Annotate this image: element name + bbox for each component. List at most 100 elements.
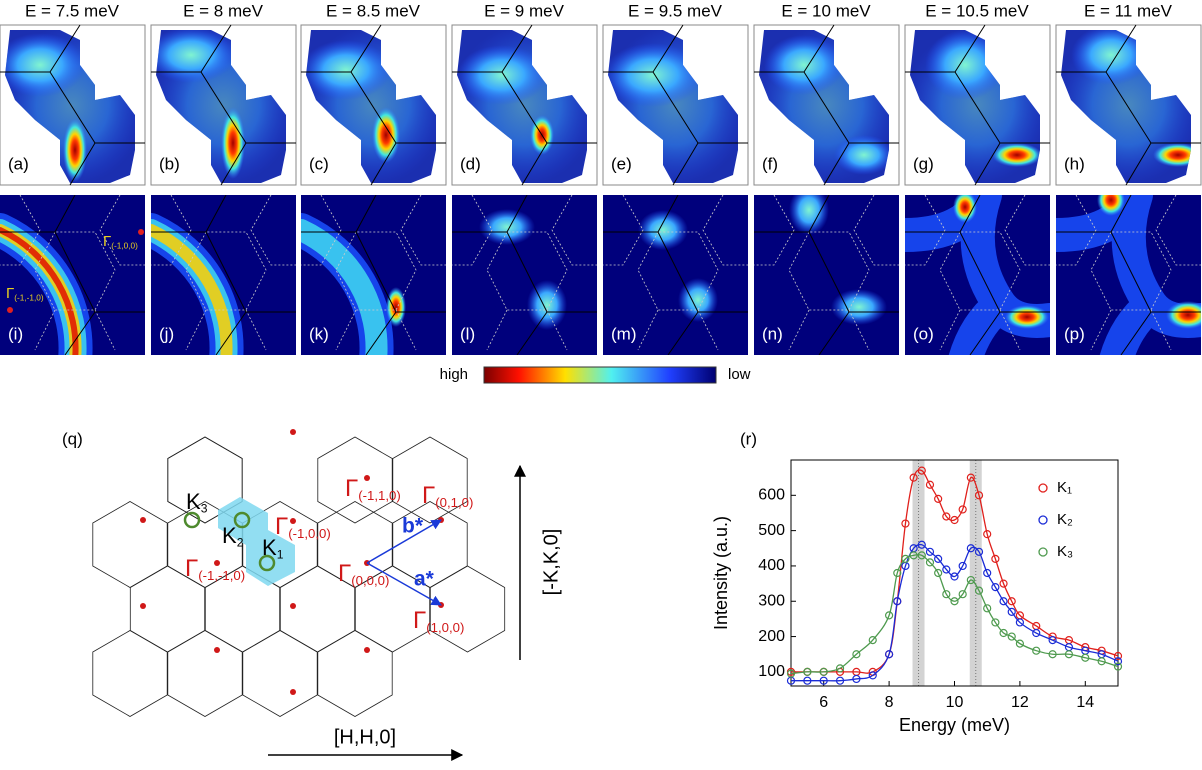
legend-marker <box>1038 547 1048 557</box>
gamma-dot <box>7 307 13 313</box>
zone-line <box>754 24 899 186</box>
gamma-label-index: (0,1,0) <box>435 496 473 511</box>
data-point <box>999 628 1008 638</box>
data-point <box>1048 650 1057 659</box>
panel-label: (r) <box>740 429 757 448</box>
data-point <box>925 480 935 489</box>
zone-line <box>151 195 296 355</box>
hotspot <box>372 107 400 163</box>
y-tick-label: 600 <box>758 487 785 504</box>
data-point <box>884 611 894 620</box>
bottom-panel: (p) <box>1056 195 1201 355</box>
gamma-label: Γ(-1,-1,0) <box>185 555 245 583</box>
data-point <box>852 674 861 684</box>
k-label-symbol: K <box>186 489 201 514</box>
energy-title: E = 11 meV <box>1084 1 1173 20</box>
data-point <box>786 669 796 678</box>
vector <box>366 562 442 606</box>
zone-line <box>452 24 597 186</box>
x-axis-label: Energy (meV) <box>899 715 1010 735</box>
colorbar-low: low <box>728 366 751 383</box>
energy-title: E = 10.5 meV <box>925 1 1029 20</box>
y-tick-label: 400 <box>758 557 785 574</box>
zone-hexagon <box>317 630 393 717</box>
data-point <box>1113 651 1123 661</box>
heatmap <box>905 195 1050 355</box>
dashed-zone <box>603 195 748 351</box>
data-point <box>966 544 975 553</box>
k-label: K1 <box>262 535 284 562</box>
data-point <box>1113 662 1123 671</box>
data-point <box>917 466 926 475</box>
top-panel: (b) <box>150 24 297 186</box>
lattice-point <box>214 560 220 566</box>
panel-label: (g) <box>913 154 934 173</box>
x-tick-label: 6 <box>819 694 828 711</box>
zone-hexagon <box>317 501 393 588</box>
data-point <box>925 558 935 567</box>
data-point <box>868 671 877 680</box>
data-point <box>893 568 902 578</box>
zone-hexagon <box>429 565 506 653</box>
panel-label: (f) <box>762 154 778 173</box>
y-axis-label: [-K,K,0] <box>540 529 562 596</box>
panel-label: (i) <box>8 324 23 343</box>
gamma-label-symbol: Γ <box>413 607 426 634</box>
gamma-label: Γ(1,0,0) <box>413 607 464 635</box>
data-point <box>942 512 951 521</box>
energy-title: E = 8.5 meV <box>326 1 421 20</box>
gamma-label-index: (0,0,0) <box>351 574 389 589</box>
data-point <box>1007 632 1016 641</box>
dashed-zone <box>301 195 446 351</box>
data-point <box>974 547 984 556</box>
hotspot <box>221 107 245 179</box>
zone-hexagon <box>242 630 318 717</box>
highlight-region <box>218 497 295 586</box>
data-point <box>942 590 951 599</box>
hotspot <box>678 278 718 322</box>
data-point <box>909 473 918 482</box>
data-point <box>983 530 992 539</box>
k-label: K2 <box>222 523 244 550</box>
data-point <box>991 583 1000 592</box>
hotspot <box>992 143 1040 167</box>
fit-curve <box>790 554 1119 675</box>
data-point <box>901 554 910 563</box>
bottom-panel: (j) <box>151 195 296 355</box>
data-point <box>819 676 828 685</box>
hotspot <box>479 209 535 245</box>
hotspot <box>306 40 391 100</box>
zone-line <box>0 24 145 186</box>
data-point <box>925 547 935 556</box>
gamma-label-index: (1,0,0) <box>426 621 464 636</box>
zone-line <box>603 195 748 355</box>
heatmap <box>754 195 899 355</box>
hotspot <box>831 289 887 325</box>
data-point <box>958 505 967 514</box>
data-point <box>1113 657 1123 666</box>
hotspot <box>63 118 87 182</box>
legend-label: K₁ <box>1057 479 1072 496</box>
data-point <box>991 618 1000 627</box>
data-point <box>991 554 1000 563</box>
data-point <box>901 519 910 528</box>
peak-band <box>912 460 925 686</box>
heatmap <box>0 195 145 355</box>
legend-marker <box>1038 515 1048 525</box>
data-point <box>819 667 828 676</box>
zone-line <box>905 24 1050 186</box>
panel-label: (e) <box>611 154 632 173</box>
top-panel: (g) <box>904 24 1051 186</box>
panel-label: (l) <box>460 324 475 343</box>
k-label-index: 3 <box>201 502 208 516</box>
data-point <box>917 551 926 560</box>
hotspot <box>1005 305 1049 329</box>
hotspot <box>1166 301 1201 329</box>
gamma-dot <box>138 229 144 235</box>
dashed-zone <box>0 195 145 351</box>
hotspot <box>1071 30 1151 85</box>
data-point <box>1048 635 1057 645</box>
data-point <box>950 597 959 606</box>
data-point <box>917 540 926 549</box>
panel-label: (j) <box>159 324 174 343</box>
